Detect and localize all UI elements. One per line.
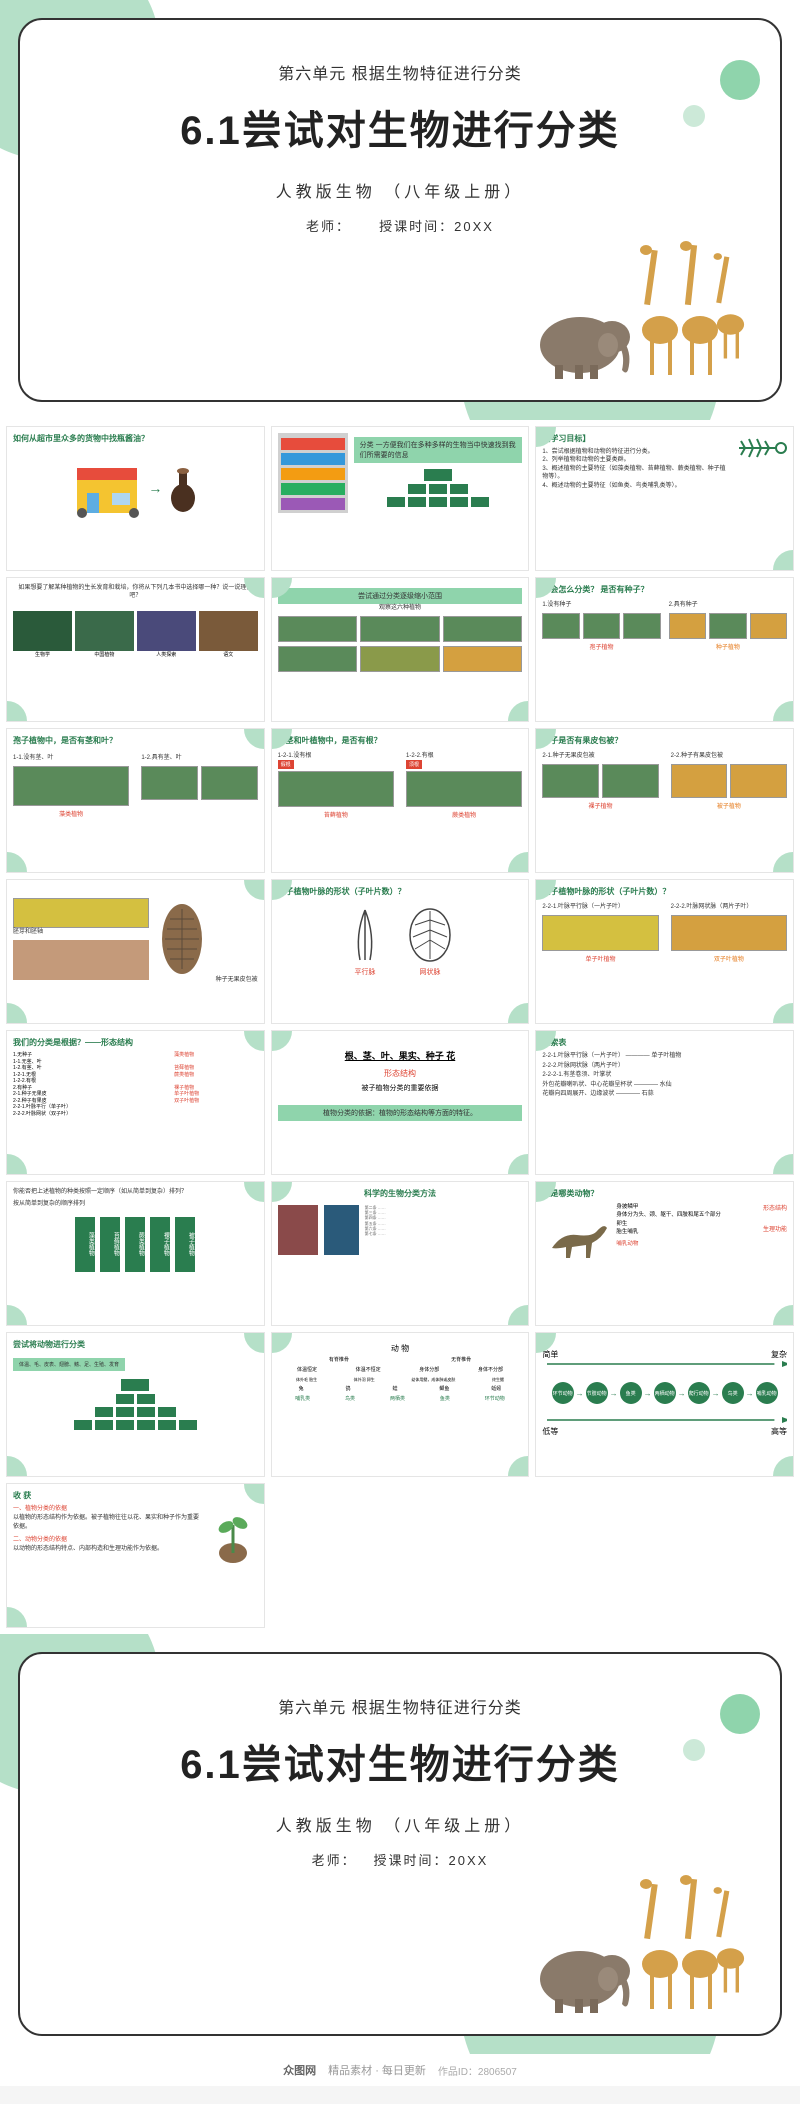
title-slide-bottom: 第六单元 根据生物特征进行分类 6.1尝试对生物进行分类 人教版生物 （八年级上…	[0, 1634, 800, 2054]
slide-20[interactable]: 动 物 有脊椎骨无脊椎骨 体温恒定体温不恒定身体分部身体不分部 体外毛 胎生体外…	[271, 1332, 530, 1477]
slide-9[interactable]: 种子是否有果皮包被？ 2-1.种子无果皮包被裸子植物 2-2.种子有果皮包被被子…	[535, 728, 794, 873]
giraffe-icon	[630, 240, 750, 380]
shelf-icon	[278, 433, 348, 513]
s5-title: 尝试通过分类逐级缩小范围	[278, 588, 523, 604]
s15-title: 检索表	[542, 1037, 787, 1048]
meta-row: 老师： 授课时间：20XX	[40, 216, 760, 235]
s19-title: 尝试将动物进行分类	[13, 1339, 258, 1350]
s1-title: 如何从超市里众多的货物中找瓶酱油？	[13, 433, 258, 444]
slide-13[interactable]: 我们的分类是根据？——形态结构 1.无种子 1-1.无茎、叶 1-2.有茎、叶 …	[6, 1030, 265, 1175]
slide-16[interactable]: 你能否把上述植物的种类按照一定顺序（如从简单到复杂）排列？ 按从简单到复杂的顺序…	[6, 1181, 265, 1326]
s6-title: 你会怎么分类？ 是否有种子？	[542, 584, 787, 595]
unit-label: 第六单元 根据生物特征进行分类	[40, 60, 760, 84]
wm-slogan: 精品素材 · 每日更新	[328, 2062, 426, 2078]
bottle-icon	[168, 463, 198, 513]
dinosaur-icon	[542, 1203, 612, 1263]
watermark: 众图网 精品素材 · 每日更新 作品ID：2806507	[0, 2054, 800, 2086]
time-label: 授课时间：20XX	[379, 219, 494, 234]
slide-17[interactable]: 科学的生物分类方法 第二条 ……第三条 ……第四条 ……第五条 ……第六条 ………	[271, 1181, 530, 1326]
slide-22[interactable]: 收 获 一、植物分类的依据 以植物的形态结构作为依据。被子植物往往以花、果实和种…	[6, 1483, 265, 1628]
net-vein-icon	[405, 905, 455, 965]
store-icon	[72, 458, 142, 518]
title-animals	[530, 240, 750, 380]
slide-grid: 如何从超市里众多的货物中找瓶酱油？ → 分类 一方便我们在多种多样的生物当中快速…	[0, 420, 800, 1634]
slide-12[interactable]: 被子植物叶脉的形状（子叶片数）？ 2-2-1.叶脉平行脉（一片子叶）单子叶植物 …	[535, 879, 794, 1024]
sprout-icon	[208, 1505, 258, 1565]
s2-title: 分类 一方便我们在多种多样的生物当中快速找到我们所需要的信息	[354, 437, 523, 463]
s22-title: 收 获	[13, 1490, 258, 1501]
slide-11[interactable]: 被子植物叶脉的形状（子叶片数）？ 平行脉 网状脉	[271, 879, 530, 1024]
s8-title: 有茎和叶植物中，是否有根？	[278, 735, 523, 746]
main-title: 6.1尝试对生物进行分类	[40, 98, 760, 156]
slide-3[interactable]: 【学习目标】 1、尝试根据植物和动物的特征进行分类。 2、列举植物和动物的主要类…	[535, 426, 794, 571]
wm-id: 作品ID：2806507	[438, 2063, 517, 2078]
title-slide-top: 第六单元 根据生物特征进行分类 6.1尝试对生物进行分类 人教版生物 （八年级上…	[0, 0, 800, 420]
slide-14[interactable]: 根、茎、叶、果实、种子 花 形态结构 被子植物分类的重要依据 植物分类的依据：植…	[271, 1030, 530, 1175]
s9-title: 种子是否有果皮包被？	[542, 735, 787, 746]
slide-8[interactable]: 有茎和叶植物中，是否有根？ 1-2-1.没有根假根苔藓植物 1-2-2.有根须根…	[271, 728, 530, 873]
slide-4[interactable]: 如果想要了解某种植物的生长发育和栽培，你将从下列几本书中选择哪一种？说一说理由吧…	[6, 577, 265, 722]
slide-18[interactable]: 这是哪类动物？ 身披鳞甲 身体分为头、颈、躯干、四肢和尾五个部分 卵生 胎生哺乳…	[535, 1181, 794, 1326]
s4-title: 如果想要了解某种植物的生长发育和栽培，你将从下列几本书中选择哪一种？说一说理由吧…	[13, 584, 258, 601]
slide-10[interactable]: 胚芽和胚轴 种子无果皮包被	[6, 879, 265, 1024]
slide-5[interactable]: 尝试通过分类逐级缩小范围 观察这六种植物	[271, 577, 530, 722]
wm-brand: 众图网	[283, 2062, 316, 2078]
slide-21[interactable]: 简单复杂 环节动物→ 节肢动物→ 鱼类→ 两栖动物→ 爬行动物→ 鸟类→ 哺乳动…	[535, 1332, 794, 1477]
slide-2[interactable]: 分类 一方便我们在多种多样的生物当中快速找到我们所需要的信息	[271, 426, 530, 571]
teacher-label: 老师：	[306, 219, 351, 234]
s16-title: 你能否把上述植物的种类按照一定顺序（如从简单到复杂）排列？	[13, 1188, 258, 1196]
slide-19[interactable]: 尝试将动物进行分类 体温、毛、皮表、翅膀、鳍、足、生殖、发育	[6, 1332, 265, 1477]
s18-title: 这是哪类动物？	[542, 1188, 787, 1199]
s3-items: 1、尝试根据植物和动物的特征进行分类。 2、列举植物和动物的主要类群。 3、概述…	[542, 448, 731, 490]
slide-6[interactable]: 你会怎么分类？ 是否有种子？ 1.没有种子孢子植物 2.具有种子种子植物	[535, 577, 794, 722]
s3-title: 【学习目标】	[542, 433, 731, 444]
slide-1[interactable]: 如何从超市里众多的货物中找瓶酱油？ →	[6, 426, 265, 571]
pinecone-icon	[155, 894, 210, 984]
elephant-icon	[530, 295, 640, 380]
s11-title: 被子植物叶脉的形状（子叶片数）？	[278, 886, 523, 897]
parallel-vein-icon	[345, 905, 385, 965]
fishbone-icon	[737, 433, 787, 463]
slide-7[interactable]: 孢子植物中，是否有茎和叶？ 1-1.没有茎、叶藻类植物 1-2.具有茎、叶	[6, 728, 265, 873]
s17-title: 科学的生物分类方法	[278, 1188, 523, 1199]
s12-title: 被子植物叶脉的形状（子叶片数）？	[542, 886, 787, 897]
subtitle: 人教版生物 （八年级上册）	[40, 178, 760, 202]
s7-title: 孢子植物中，是否有茎和叶？	[13, 735, 258, 746]
slide-15[interactable]: 检索表 2-2-1.叶脉平行脉（一片子叶） ———— 单子叶植物 2-2-2.叶…	[535, 1030, 794, 1175]
s13-title: 我们的分类是根据？——形态结构	[13, 1037, 258, 1048]
